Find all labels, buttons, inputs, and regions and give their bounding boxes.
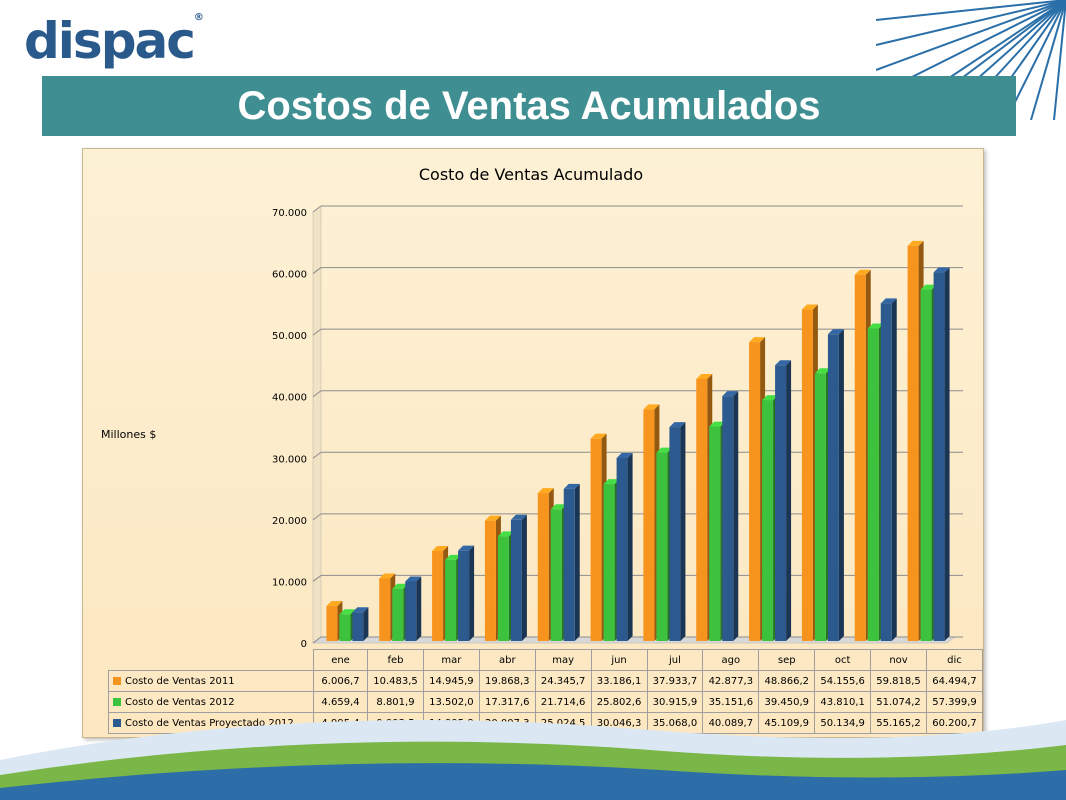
legend-key [113, 676, 121, 685]
table-cell: 50.134,9 [814, 712, 872, 734]
x-tick-label: feb [367, 649, 424, 671]
bar-ago-3 [722, 391, 739, 641]
y-tick-label: 0 [301, 639, 307, 649]
gridline-diagonal [312, 636, 322, 644]
gridline-diagonal [312, 575, 322, 582]
y-tick-label: 60.000 [272, 270, 307, 281]
table-cell: 60.200,7 [925, 712, 984, 734]
table-cell: 42.877,3 [702, 670, 760, 692]
gridline-diagonal [312, 328, 322, 336]
bar-mar-3 [458, 545, 475, 641]
y-tick-label: 50.000 [272, 331, 307, 342]
bar-oct-3 [827, 329, 844, 641]
y-tick-label: 10.000 [272, 577, 307, 588]
table-cell: 33.186,1 [590, 670, 648, 692]
table-cell: 54.155,6 [814, 670, 872, 692]
dispac-logo: dispac® [24, 12, 204, 70]
bar-dic-3 [933, 267, 950, 641]
x-tick-label: ene [312, 649, 369, 671]
table-cell: 37.933,7 [646, 670, 704, 692]
bar-may-3 [563, 483, 580, 641]
gridline-diagonal [312, 267, 322, 274]
footer-swoosh-decoration [0, 720, 1066, 800]
x-tick-label: dic [925, 649, 984, 671]
data-table: ene feb mar abr may jun jul ago sep oct nov dic Cost… [108, 649, 984, 734]
chart-container: Costo de Ventas Acumulado Millones $ 0 10… [82, 148, 984, 738]
bar-sep-3 [775, 360, 792, 641]
bar-nov-3 [880, 298, 897, 641]
table-row: Costo de Ventas 2011 6.006,7 10.483,5 14.94… [108, 670, 984, 692]
slide-title-bar: Costos de Ventas Acumulados [42, 76, 1016, 136]
bar-ene-3 [352, 607, 369, 641]
table-cell: 24.345,7 [534, 670, 592, 692]
bar-feb-3 [405, 576, 422, 641]
table-cell: 59.818,5 [870, 670, 927, 692]
x-tick-label: jul [646, 649, 704, 671]
legend-key [113, 697, 121, 706]
y-tick-label: 40.000 [272, 393, 307, 404]
legend-entry: Costo de Ventas 2011 [108, 670, 314, 692]
gridline-diagonal [312, 390, 322, 398]
table-row: Costo de Ventas 2012 4.659,4 8.801,9 13.502… [108, 691, 984, 713]
table-cell: 14.945,9 [422, 670, 480, 692]
chart-side-wall [312, 205, 322, 644]
x-tick-label: nov [870, 649, 927, 671]
x-tick-label: may [534, 649, 592, 671]
table-cell: 19.868,3 [478, 670, 536, 692]
y-tick-label: 20.000 [272, 516, 307, 527]
gridline-diagonal [312, 451, 322, 459]
x-tick-label: oct [814, 649, 872, 671]
x-tick-label: jun [590, 649, 648, 671]
bar-jul-3 [669, 422, 686, 641]
bar-jun-3 [616, 453, 633, 641]
x-tick-label: sep [758, 649, 816, 671]
bar-abr-3 [510, 514, 527, 641]
table-cell: 55.165,2 [870, 712, 927, 734]
table-cell: 64.494,7 [925, 670, 984, 692]
x-tick-label: mar [422, 649, 480, 671]
gridline-diagonal [312, 205, 322, 213]
chart-title: Costo de Ventas Acumulado [419, 165, 643, 184]
table-cell: 48.866,2 [758, 670, 816, 692]
legend-key [113, 718, 121, 727]
x-tick-label: ago [702, 649, 760, 671]
table-corner [109, 650, 314, 671]
slide-title: Costos de Ventas Acumulados [237, 83, 821, 128]
x-tick-label: abr [478, 649, 536, 671]
y-tick-label: 30.000 [272, 454, 307, 465]
table-cell: 6.006,7 [312, 670, 369, 692]
table-cell: 10.483,5 [367, 670, 424, 692]
sunburst-decoration [876, 0, 1066, 120]
y-axis-label: Millones $ [101, 428, 156, 441]
gridline-diagonal [312, 513, 322, 521]
bar-chart: Costo de Ventas Acumulado Millones $ 0 10… [101, 165, 963, 650]
y-tick-label: 70.000 [272, 208, 307, 219]
